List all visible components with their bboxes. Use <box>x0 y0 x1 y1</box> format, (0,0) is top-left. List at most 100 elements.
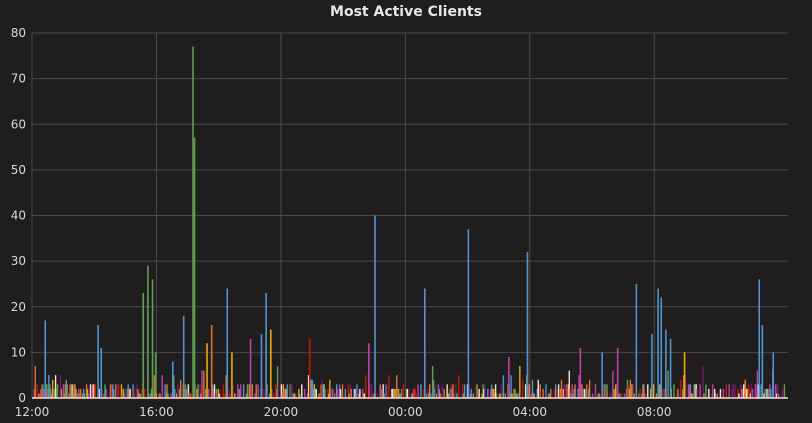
activity-bar <box>769 384 771 398</box>
activity-bar <box>423 388 425 398</box>
activity-bar <box>705 384 707 398</box>
activity-bar <box>612 370 614 398</box>
activity-bar <box>368 384 371 398</box>
activity-bar <box>605 388 607 398</box>
activity-bar <box>524 384 527 398</box>
activity-bar <box>522 379 524 398</box>
activity-bar <box>757 384 759 398</box>
spike-bar <box>508 356 510 398</box>
activity-bar <box>631 384 633 398</box>
activity-bar <box>239 388 241 398</box>
activity-bar <box>124 388 127 398</box>
activity-bar <box>126 388 129 398</box>
activity-bar <box>315 388 318 398</box>
activity-bar <box>94 384 97 398</box>
activity-bar <box>775 393 778 398</box>
activity-bar <box>401 388 404 398</box>
activity-bar <box>334 393 336 398</box>
activity-bar <box>355 393 357 398</box>
activity-bar <box>382 384 384 398</box>
activity-bar <box>647 384 649 398</box>
activity-bar <box>551 393 553 398</box>
activity-bar <box>586 384 589 398</box>
activity-bar <box>140 393 142 398</box>
spike-bar <box>635 283 638 398</box>
activity-bar <box>568 370 570 398</box>
activity-bar <box>509 393 511 398</box>
activity-bar <box>451 388 453 398</box>
activity-bar <box>696 388 698 398</box>
activity-bar <box>179 379 182 398</box>
activity-bar <box>780 393 783 398</box>
activity-bar <box>385 384 387 398</box>
activity-bar <box>536 388 538 398</box>
activity-bar <box>88 393 91 398</box>
activity-bar <box>494 384 497 398</box>
spike-bar <box>154 352 157 398</box>
activity-bar <box>565 384 568 398</box>
activity-bar <box>702 366 704 398</box>
activity-bar <box>587 388 590 398</box>
spike-bar <box>683 352 686 398</box>
grid-lines <box>31 32 788 399</box>
activity-bar <box>188 393 191 398</box>
activity-bar <box>491 384 493 398</box>
activity-bar <box>190 393 192 398</box>
activity-bar <box>434 384 437 398</box>
activity-bar <box>592 393 595 398</box>
activity-bar <box>276 366 279 398</box>
spike-bar <box>151 279 154 398</box>
activity-bar <box>776 384 779 398</box>
activity-bar <box>483 388 485 398</box>
activity-bar <box>200 393 202 398</box>
activity-bar <box>150 388 153 398</box>
activity-bar <box>380 388 382 398</box>
activity-bar <box>184 384 187 398</box>
activity-bar <box>737 388 739 398</box>
activity-bar <box>525 375 528 398</box>
activity-bar <box>139 393 141 398</box>
activity-bar <box>51 393 53 398</box>
activity-bar <box>754 384 757 398</box>
activity-bar <box>110 384 112 398</box>
activity-bar <box>586 384 588 398</box>
activity-bar <box>237 384 239 398</box>
activity-bar <box>335 384 338 398</box>
activity-bar <box>539 384 541 398</box>
activity-bar <box>36 384 38 398</box>
activity-bar <box>396 375 398 398</box>
activity-bar <box>123 393 126 398</box>
activity-bar <box>583 388 585 398</box>
activity-bar <box>571 384 573 398</box>
activity-bar <box>196 388 198 398</box>
activity-bar <box>732 384 734 398</box>
activity-bar <box>554 388 556 398</box>
activity-bar <box>515 393 517 398</box>
activity-bar <box>498 393 501 398</box>
activity-bar <box>59 375 62 398</box>
activity-bar <box>615 384 617 398</box>
activity-bar <box>731 388 733 398</box>
activity-bar <box>238 388 240 398</box>
activity-bar <box>128 388 130 398</box>
activity-bar <box>667 370 669 398</box>
activity-bar <box>117 384 120 398</box>
activity-bar <box>223 393 225 398</box>
spike-bar <box>758 279 761 398</box>
activity-bar <box>604 384 606 398</box>
activity-bar <box>747 384 750 398</box>
activity-bar <box>293 393 295 398</box>
activity-bar <box>725 384 727 398</box>
activity-bar <box>626 379 629 398</box>
activity-bar <box>490 388 492 398</box>
activity-bar <box>598 393 601 398</box>
activity-bar <box>153 375 156 398</box>
activity-bar <box>584 388 586 398</box>
activity-bar <box>643 384 645 398</box>
activity-bar <box>289 384 291 398</box>
activity-bar <box>122 388 125 398</box>
spike-bar <box>308 338 311 398</box>
panel-title[interactable]: Most Active Clients <box>330 4 482 20</box>
activity-bar <box>349 384 351 398</box>
activity-bar <box>618 393 620 398</box>
